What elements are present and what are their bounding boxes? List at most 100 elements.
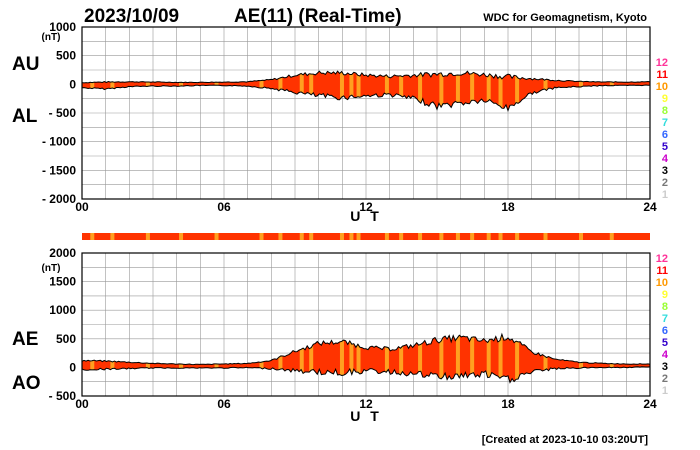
station-count-label: 11	[656, 69, 668, 81]
station-count-label: 1	[662, 385, 668, 397]
coverage-mark	[399, 233, 404, 240]
coverage-mark	[418, 233, 423, 240]
station-count-label: 9	[662, 289, 668, 301]
station-count-label: 8	[662, 301, 668, 313]
top-panel-unit: (nT)	[42, 32, 61, 43]
coverage-mark	[259, 233, 264, 240]
station-count-label: 4	[662, 153, 669, 165]
activity-stripe	[515, 71, 520, 111]
x-tick-label: 06	[217, 200, 231, 214]
y-tick-label: - 500	[49, 106, 77, 120]
bottom-panel-grid	[82, 253, 650, 396]
created-timestamp: [Created at 2023-10-10 03:20UT]	[482, 434, 649, 446]
bottom-panel-frame	[81, 252, 651, 397]
ae-series-line	[81, 332, 651, 366]
activity-stripe	[384, 71, 389, 111]
coverage-mark	[384, 233, 389, 240]
chart-title: AE(11) (Real-Time)	[234, 6, 402, 27]
station-count-label: 1	[662, 189, 668, 201]
station-count-label: 12	[656, 57, 668, 69]
ae-series-label: AE	[12, 329, 38, 350]
station-count-label: 6	[662, 325, 668, 337]
station-count-label: 2	[662, 373, 668, 385]
activity-stripe	[498, 334, 503, 383]
top-panel-grid	[82, 27, 650, 199]
activity-stripe	[455, 334, 460, 383]
station-count-label: 2	[662, 177, 668, 189]
station-count-label: 11	[656, 265, 668, 277]
y-tick-label: 0	[69, 360, 76, 374]
coverage-mark	[90, 233, 95, 240]
activity-stripe	[356, 334, 361, 383]
activity-stripe	[384, 334, 389, 383]
activity-stripe	[399, 71, 404, 111]
top-panel-x-axis-label: U T	[350, 208, 382, 224]
coverage-mark	[356, 233, 361, 240]
coverage-mark	[609, 233, 614, 240]
activity-stripe	[418, 71, 423, 111]
activity-stripe	[356, 71, 361, 111]
coverage-mark	[299, 233, 304, 240]
bottom-panel-unit: (nT)	[42, 263, 61, 274]
y-tick-label: - 1500	[42, 163, 76, 177]
station-count-label: 6	[662, 129, 668, 141]
y-tick-label: - 500	[49, 389, 77, 403]
activity-stripe	[439, 71, 444, 111]
station-count-label: 10	[656, 81, 668, 93]
top-panel-frame	[81, 26, 651, 200]
station-count-label: 12	[656, 253, 668, 265]
coverage-mark	[110, 233, 115, 240]
x-tick-label: 24	[643, 200, 657, 214]
y-tick-label: 1000	[49, 303, 76, 317]
station-count-label: 10	[656, 277, 668, 289]
activity-stripe	[349, 71, 354, 111]
activity-stripe	[418, 334, 423, 383]
ao-series-label: AO	[12, 373, 41, 394]
x-tick-label: 00	[75, 200, 89, 214]
y-tick-label: 0	[69, 77, 76, 91]
coverage-mark	[309, 233, 314, 240]
coverage-mark	[214, 233, 219, 240]
activity-stripe	[470, 334, 475, 383]
top-panel-y-tick-labels: 1000 500 0 - 500 - 1000 - 1500 - 2000	[42, 20, 76, 206]
x-tick-label: 24	[643, 397, 657, 411]
activity-stripe	[486, 71, 491, 111]
station-coverage-strip	[82, 233, 650, 240]
al-series-line	[81, 84, 650, 112]
y-tick-label: 2000	[49, 246, 76, 260]
station-count-label: 5	[662, 141, 668, 153]
x-tick-label: 18	[501, 200, 515, 214]
activity-stripe	[299, 334, 304, 383]
bottom-panel-x-axis-label: U T	[350, 408, 382, 424]
activity-stripe	[339, 334, 344, 383]
y-tick-label: 1500	[49, 275, 76, 289]
x-tick-label: 12	[359, 200, 373, 214]
coverage-mark	[470, 233, 475, 240]
source-label: WDC for Geomagnetism, Kyoto	[483, 12, 647, 24]
station-count-label: 7	[662, 117, 668, 129]
coverage-mark	[179, 233, 184, 240]
coverage-mark	[486, 233, 491, 240]
coverage-mark	[515, 233, 520, 240]
coverage-mark	[498, 233, 503, 240]
activity-stripe	[470, 71, 475, 111]
activity-stripe	[349, 334, 354, 383]
station-count-label: 4	[662, 349, 669, 361]
x-tick-label: 12	[359, 397, 373, 411]
station-count-label: 8	[662, 105, 668, 117]
coverage-mark	[439, 233, 444, 240]
y-tick-label: - 1000	[42, 135, 76, 149]
x-tick-label: 06	[217, 397, 231, 411]
station-count-label: 3	[662, 165, 668, 177]
bottom-panel-envelope-area	[82, 334, 650, 383]
activity-stripe	[309, 71, 314, 111]
station-coverage-strip-marks	[90, 233, 614, 240]
station-count-label: 5	[662, 337, 668, 349]
activity-stripe	[278, 334, 283, 383]
ao-series-line	[81, 366, 651, 384]
au-series-label: AU	[12, 54, 39, 75]
